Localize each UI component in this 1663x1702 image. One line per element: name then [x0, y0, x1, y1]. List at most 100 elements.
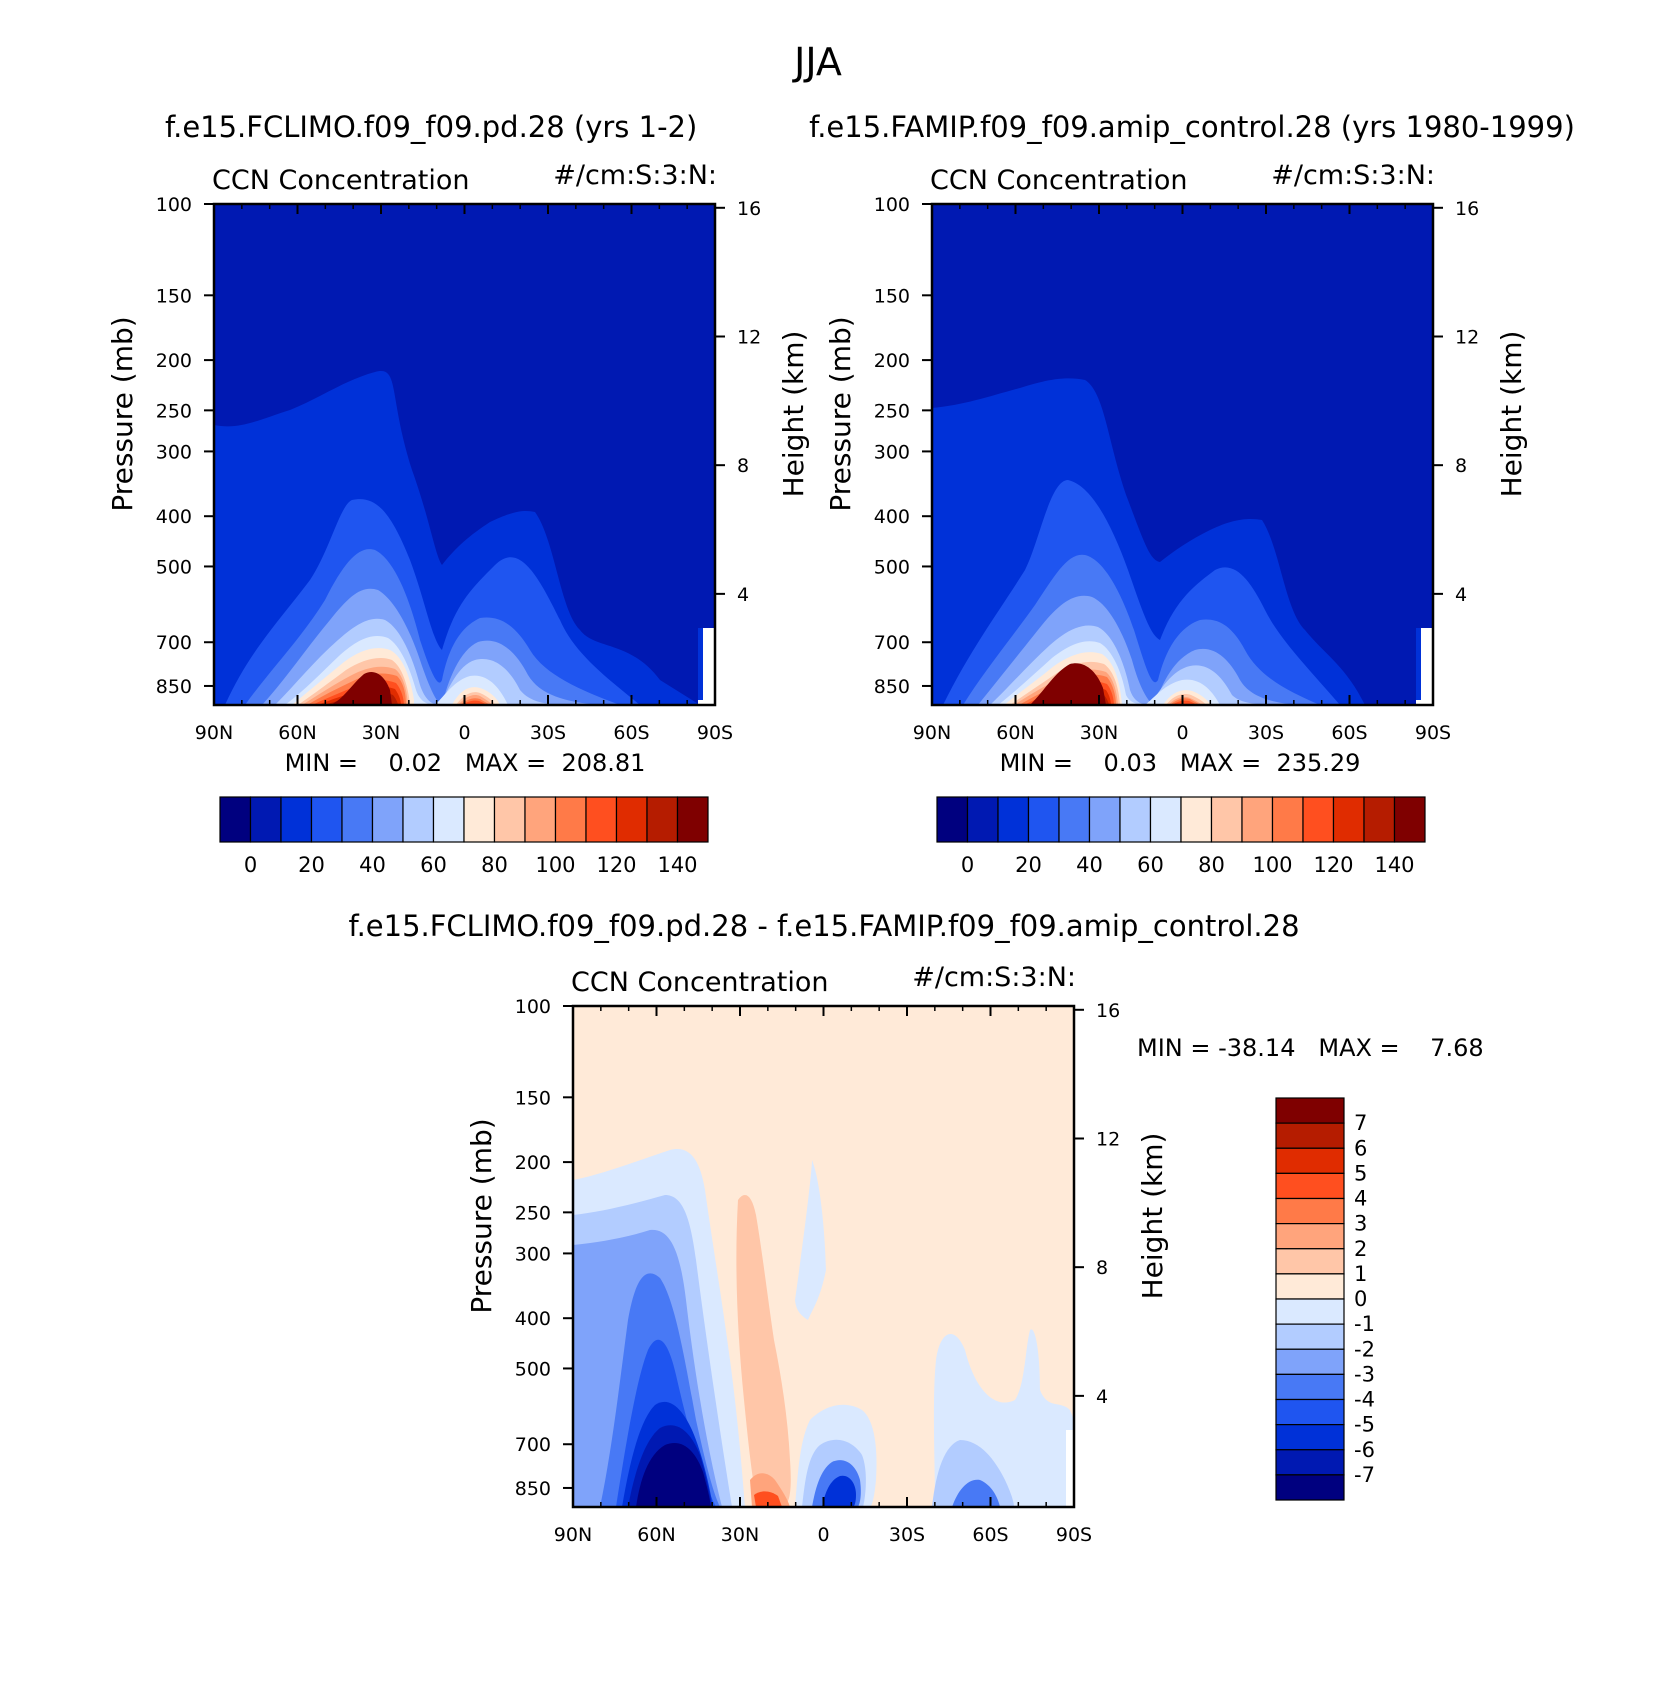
x-tick-label: 30S [1248, 722, 1284, 744]
colorbar-label: 40 [359, 853, 386, 877]
y-tick-label: 850 [515, 1478, 551, 1500]
colorbar-swatch [1149, 796, 1182, 843]
colorbar-swatch [1275, 1298, 1345, 1325]
colorbar-swatch [280, 796, 313, 843]
figure-title: JJA [792, 40, 842, 84]
panel-difference: f.e15.FCLIMO.f09_f09.pd.28 - f.e15.FAMIP… [348, 909, 1483, 1546]
colorbar-label: 5 [1354, 1161, 1367, 1185]
y2-tick-label: 12 [1096, 1128, 1120, 1150]
y-tick-label: 150 [874, 285, 910, 307]
y2-tick-label: 16 [1455, 198, 1479, 220]
colorbar-swatch [1271, 796, 1304, 843]
colorbar-label: 0 [1354, 1287, 1367, 1311]
y-tick-label: 250 [515, 1202, 551, 1224]
colorbar-swatch [1302, 796, 1335, 843]
colorbar-swatch [1241, 796, 1274, 843]
y2-tick-label: 4 [1096, 1386, 1108, 1408]
colorbar-label: 60 [1137, 853, 1164, 877]
y-tick-label: 300 [156, 441, 192, 463]
x-tick-label: 90N [913, 722, 951, 744]
y2-tick-label: 16 [737, 198, 761, 220]
colorbar-swatch [371, 796, 404, 843]
x-tick-label: 0 [458, 722, 470, 744]
y-tick-label: 100 [515, 996, 551, 1018]
y-tick-label: 250 [874, 400, 910, 422]
x-tick-label: 30N [721, 1524, 759, 1546]
x-tick-label: 30S [889, 1524, 925, 1546]
panel-model-axes: 90N 60N 30N 0 30S 60S 90S 100 150 200 250 300 400 500… [106, 194, 810, 744]
x-tick-label: 60N [637, 1524, 675, 1546]
colorbar-label: -4 [1354, 1388, 1375, 1412]
panel-control-stats: MIN = 0.03 MAX = 235.29 [1000, 749, 1361, 777]
colorbar-swatch [1275, 1273, 1345, 1300]
y-tick-label: 850 [874, 676, 910, 698]
panel-model-right-string: #/cm:S:3:N: [553, 160, 717, 191]
panel-control-contours [932, 204, 1433, 705]
contour-fill-p1-west [736, 1195, 791, 1507]
panel-control-colorbar: 0 20 40 60 80 100 120 140 [936, 796, 1426, 877]
colorbar-swatch [1275, 1097, 1345, 1124]
y2-tick-label: 16 [1096, 1000, 1120, 1022]
missing-data-strip [1066, 1430, 1074, 1507]
x-tick-label: 30N [362, 722, 400, 744]
missing-data-step-2 [698, 628, 703, 700]
panel-control-title: f.e15.FAMIP.f09_f09.amip_control.28 (yrs… [809, 110, 1575, 144]
colorbar-swatch [310, 796, 343, 843]
colorbar-swatch [1275, 1449, 1345, 1476]
y2-tick-label: 4 [1455, 584, 1467, 606]
y-tick-label: 200 [874, 350, 910, 372]
y-tick-label: 150 [515, 1087, 551, 1109]
colorbar-swatch [1275, 1398, 1345, 1426]
colorbar-swatch [1275, 1424, 1345, 1451]
colorbar-swatch [1119, 796, 1152, 843]
contour-fill-n1-mid [795, 1160, 826, 1320]
y2-tick-label: 12 [737, 326, 761, 348]
colorbar-label: 20 [1015, 853, 1042, 877]
panel-model-stats: MIN = 0.02 MAX = 208.81 [285, 749, 646, 777]
colorbar-swatch [966, 796, 999, 843]
panel-control: f.e15.FAMIP.f09_f09.amip_control.28 (yrs… [809, 110, 1575, 877]
colorbar-swatch [1275, 1348, 1345, 1375]
colorbar-swatch [1393, 796, 1426, 843]
colorbar-swatch [676, 796, 709, 843]
x-tick-label: 30S [530, 722, 566, 744]
panel-model: f.e15.FCLIMO.f09_f09.pd.28 (yrs 1-2) CCN… [106, 110, 810, 877]
colorbar-label: -7 [1354, 1463, 1375, 1487]
colorbar-swatch [524, 796, 557, 843]
colorbar-label: 4 [1354, 1187, 1367, 1211]
y2-tick-label: 8 [1455, 455, 1467, 477]
y-tick-label: 200 [156, 350, 192, 372]
colorbar-swatch [1275, 1248, 1345, 1275]
y-tick-label: 100 [874, 194, 910, 216]
x-tick-label: 90S [1056, 1524, 1092, 1546]
y-tick-label: 300 [515, 1243, 551, 1265]
y2-tick-label: 8 [737, 455, 749, 477]
x-tick-label: 90S [1415, 722, 1451, 744]
contour-fill-max [330, 671, 392, 705]
colorbar-label: -1 [1354, 1312, 1375, 1336]
colorbar-swatch [1180, 796, 1213, 843]
colorbar-swatch [463, 796, 496, 843]
colorbar-swatch [1027, 796, 1060, 843]
colorbar-swatch [1275, 1373, 1345, 1401]
colorbar-label: 0 [961, 853, 974, 877]
panel-difference-contours [573, 1006, 1074, 1507]
colorbar-label: 3 [1354, 1212, 1367, 1236]
colorbar-swatch [1275, 1147, 1345, 1174]
colorbar-swatch [585, 796, 618, 843]
panel-difference-title: f.e15.FCLIMO.f09_f09.pd.28 - f.e15.FAMIP… [348, 909, 1299, 943]
y-axis-label: Pressure (mb) [824, 316, 857, 511]
y-tick-label: 500 [156, 556, 192, 578]
x-tick-label: 90N [554, 1524, 592, 1546]
colorbar-swatch [997, 796, 1030, 843]
colorbar-swatch [1210, 796, 1243, 843]
y-axis-label: Pressure (mb) [106, 316, 139, 511]
panel-model-contours [214, 204, 715, 705]
colorbar-swatch [249, 796, 282, 843]
panel-difference-left-string: CCN Concentration [571, 967, 829, 998]
colorbar-swatch [1275, 1197, 1345, 1225]
y2-tick-label: 8 [1096, 1257, 1108, 1279]
colorbar-swatch [1088, 796, 1121, 843]
y2-tick-label: 4 [737, 584, 749, 606]
colorbar-label: 80 [481, 853, 508, 877]
